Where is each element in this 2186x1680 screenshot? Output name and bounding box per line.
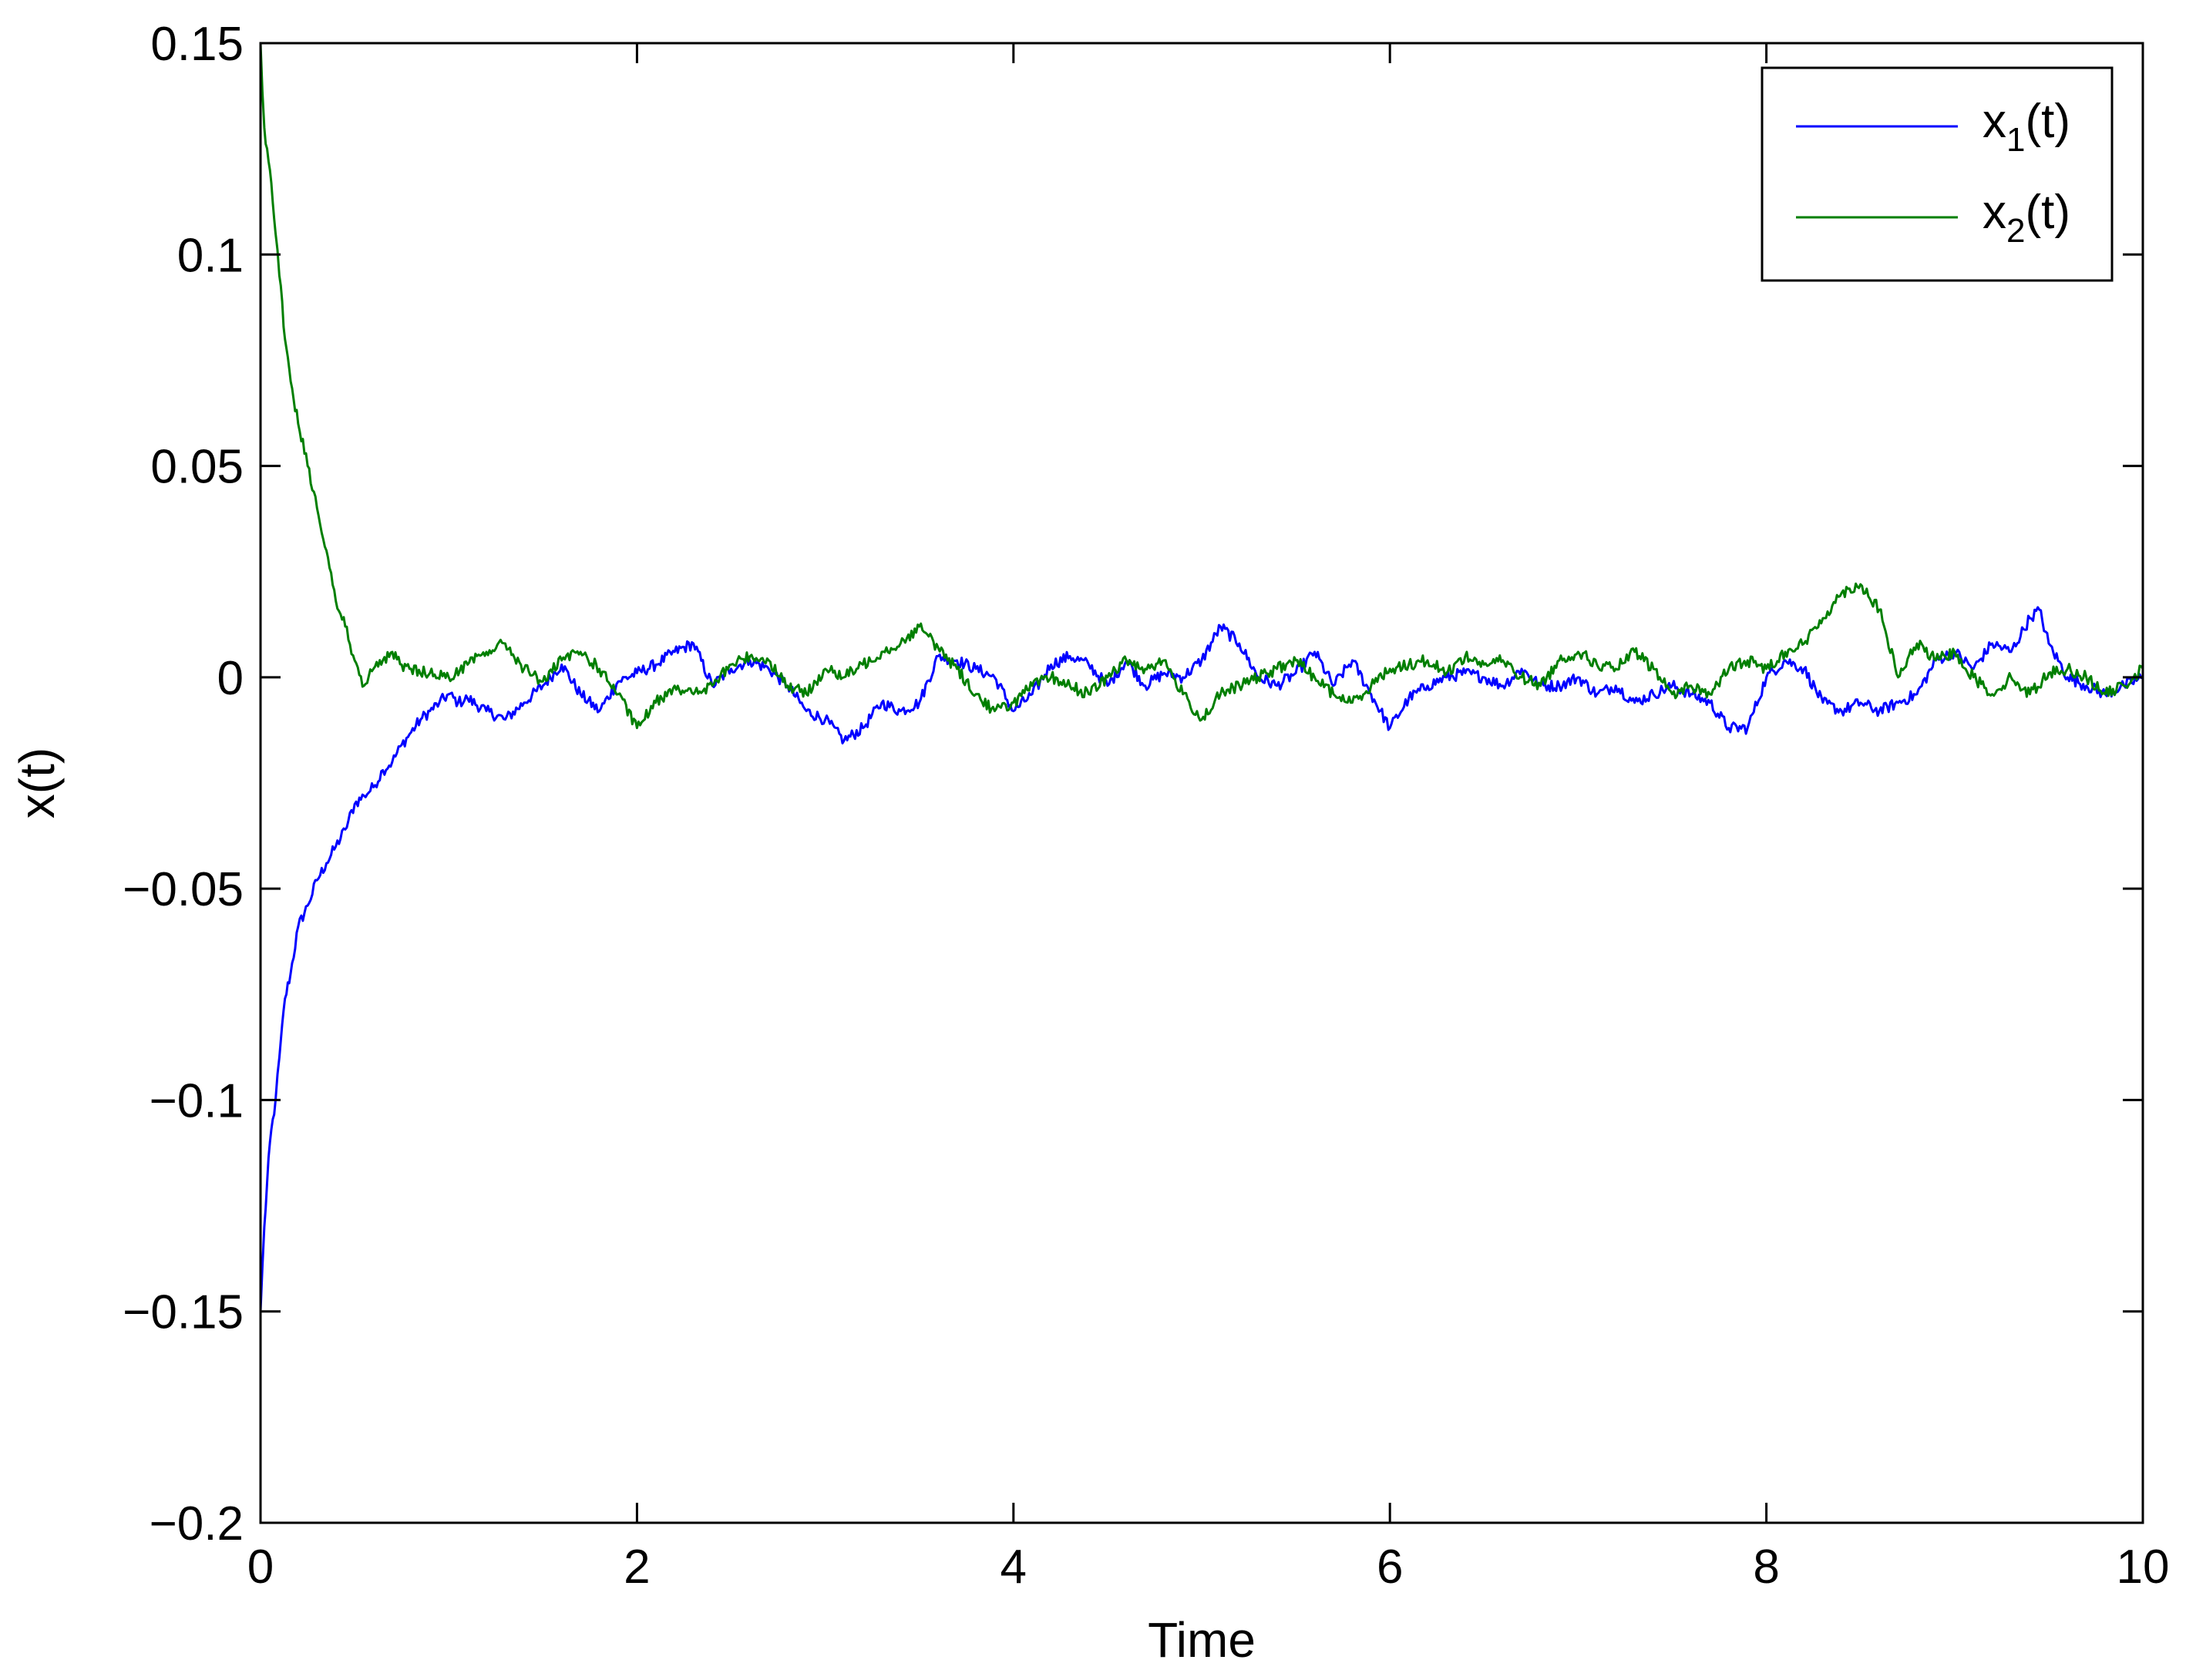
x-tick-label: 4 xyxy=(1001,1541,1027,1594)
x-tick-label: 8 xyxy=(1753,1541,1779,1594)
y-axis: 0.15 0.1 0.05 0 −0.05 −0.1 −0.15 −0.2 xyxy=(123,18,2143,1551)
legend-label-1: x1(t) xyxy=(1983,95,2070,159)
x-tick-label: 6 xyxy=(1377,1541,1403,1594)
plot-area xyxy=(261,43,2143,1523)
x-axis-label: Time xyxy=(1148,1612,1256,1668)
legend-label-2: x2(t) xyxy=(1983,186,2070,250)
x-tick-label: 10 xyxy=(2117,1541,2170,1594)
y-tick-label: 0.15 xyxy=(150,18,244,71)
x-axis: 0 2 4 6 8 10 xyxy=(247,43,2170,1594)
legend-box xyxy=(1761,66,2114,282)
plot-frame xyxy=(259,42,2144,1524)
x-tick-label: 0 xyxy=(247,1541,274,1594)
y-tick-label: −0.2 xyxy=(150,1497,244,1551)
series-layer xyxy=(261,43,2143,1312)
y-tick-label: 0 xyxy=(217,652,244,705)
y-tick-label: −0.1 xyxy=(150,1074,244,1127)
y-tick-label: −0.15 xyxy=(123,1286,244,1339)
y-tick-label: 0.1 xyxy=(177,229,244,282)
x-tick-label: 2 xyxy=(624,1541,650,1594)
legend: x1(t) x2(t) xyxy=(1761,66,2114,282)
y-tick-label: 0.05 xyxy=(150,441,244,494)
y-tick-label: −0.05 xyxy=(123,863,244,916)
y-axis-label: x(t) xyxy=(9,748,65,818)
series-line-2 xyxy=(261,43,2143,730)
series-line-1 xyxy=(261,606,2143,1312)
